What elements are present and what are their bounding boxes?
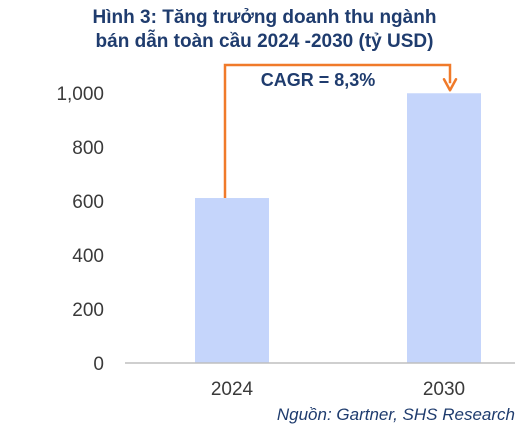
source-note: Nguồn: Gartner, SHS Research	[276, 405, 515, 424]
y-tick-label: 600	[72, 192, 104, 213]
cagr-annotation: CAGR = 8,3%	[223, 63, 458, 199]
cagr-label: CAGR = 8,3%	[261, 70, 376, 90]
chart-title-line-2: bán dẫn toàn cầu 2024 -2030 (tỷ USD)	[95, 31, 434, 52]
y-tick-label: 1,000	[56, 84, 104, 105]
y-axis-ticks: 0 200 400 600 800 1,000	[56, 84, 104, 375]
bars	[195, 93, 481, 364]
x-tick-label: 2024	[211, 379, 254, 400]
x-tick-label: 2030	[423, 379, 465, 400]
cagr-bracket-line	[223, 63, 452, 199]
bar-2030	[407, 93, 481, 364]
chart-title-line-1: Hình 3: Tăng trưởng doanh thu ngành	[92, 7, 437, 28]
bar-2024	[195, 198, 269, 363]
cagr-arrow-head	[442, 78, 458, 92]
y-tick-label: 200	[72, 300, 104, 321]
y-tick-label: 800	[72, 138, 104, 159]
x-axis-ticks: 2024 2030	[211, 379, 465, 400]
chart-title: Hình 3: Tăng trưởng doanh thu ngành bán …	[0, 6, 529, 54]
y-tick-label: 400	[72, 246, 104, 267]
y-tick-label: 0	[93, 354, 104, 375]
